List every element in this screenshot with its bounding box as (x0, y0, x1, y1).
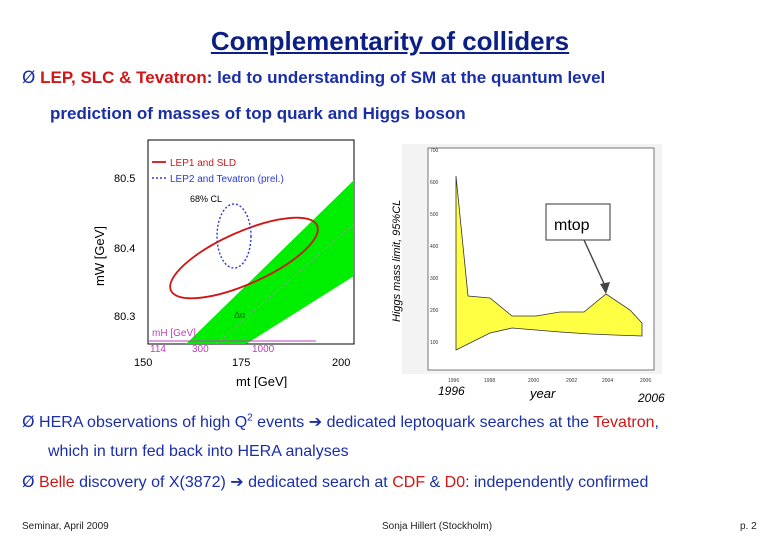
lep1-ellipse (169, 216, 319, 300)
small-ytick-700: 700 (430, 148, 439, 154)
mtop-box (545, 203, 611, 241)
small-ytick-400: 400 (430, 244, 439, 250)
mh-300: 300 (192, 344, 209, 355)
bullet-lep: Ø LEP, SLC & Tevatron: led to understand… (22, 68, 605, 88)
sub-bullet-prediction: prediction of masses of top quark and Hi… (50, 104, 466, 123)
bullet-hera-text4: , (654, 414, 659, 431)
mt-xlabel: mt [GeV] (236, 374, 287, 388)
small-xtick-2000: 2000 (528, 378, 539, 384)
bullet-hera-text2: events (252, 414, 309, 431)
sub-bullet-hera-feedback: which in turn fed back into HERA analyse… (48, 443, 349, 460)
footer-center: Sonja Hillert (Stockholm) (382, 521, 493, 532)
bullet-belle: Ø Belle discovery of X(3872) ➔ dedicated… (22, 472, 648, 492)
higgs-band (455, 175, 643, 351)
small-ytick-200: 200 (430, 308, 439, 314)
q-squared-sup: 2 (247, 412, 253, 424)
belle-highlight: Belle (39, 474, 75, 491)
bullet-hera-text1: HERA observations of high Q (34, 414, 248, 431)
cdf-highlight: CDF (392, 474, 426, 491)
d0-highlight: D0 (444, 474, 466, 491)
footer-page-number: p. 2 (740, 521, 757, 532)
bullet-lep-highlight: LEP, SLC & Tevatron (40, 68, 207, 87)
xtick-150: 150 (134, 357, 152, 369)
small-xtick-1996: 1996 (448, 378, 459, 384)
right-arrow-icon: ➔ (230, 472, 244, 491)
mw-mt-plot: LEP1 and SLD LEP2 and Tevatron (prel.) 6… (86, 136, 362, 388)
bullet-belle-text1: discovery of X(3872) (74, 474, 231, 491)
bullet-marker: Ø (22, 68, 36, 88)
legend2-text: LEP2 and Tevatron (prel.) (170, 174, 284, 185)
band-label: Δα (234, 310, 245, 320)
small-xtick-2002: 2002 (566, 378, 577, 384)
bullet-lep-text: : led to understanding of SM at the quan… (206, 68, 606, 87)
xtick-175: 175 (232, 357, 250, 369)
xtick-2006: 2006 (637, 391, 665, 405)
bullet-hera: Ø HERA observations of high Q2 events ➔ … (22, 412, 659, 432)
xtick-1996: 1996 (438, 384, 465, 398)
xtick-200: 200 (332, 357, 350, 369)
ytick-80-3: 80.3 (114, 311, 135, 323)
bullet-marker: Ø (22, 412, 35, 431)
small-ytick-600: 600 (430, 180, 439, 186)
mh-label: mH [GeV] (152, 328, 196, 339)
ytick-80-5: 80.5 (114, 173, 135, 185)
small-xtick-2004: 2004 (602, 378, 613, 384)
mtop-label: mtop (554, 217, 590, 234)
higgs-ylabel: Higgs mass limit, 95%CL (391, 200, 403, 322)
small-ytick-100: 100 (430, 340, 439, 346)
mw-ylabel: mW [GeV] (92, 226, 107, 286)
mtop-arrow-head (600, 282, 610, 294)
mtop-arrow-line (583, 239, 607, 289)
small-ytick-300: 300 (430, 276, 439, 282)
small-xtick-2006: 2006 (640, 378, 651, 384)
year-xlabel: year (529, 386, 556, 401)
small-xtick-1998: 1998 (484, 378, 495, 384)
bullet-belle-amp: & (425, 474, 445, 491)
bullet-hera-text3: dedicated leptoquark searches at the (322, 414, 594, 431)
mh-114: 114 (150, 344, 166, 355)
legend1-text: LEP1 and SLD (170, 158, 236, 169)
mw-mt-band-line (215, 223, 355, 345)
bullet-belle-text3: : independently confirmed (465, 474, 649, 491)
right-arrow-icon: ➔ (308, 412, 323, 431)
bullet-belle-text2: dedicated search at (243, 474, 393, 491)
slide-title: Complementarity of colliders (210, 26, 570, 56)
tevatron-highlight: Tevatron (593, 414, 655, 431)
footer-left: Seminar, April 2009 (22, 521, 109, 532)
higgs-limit-plot: mtop 700 600 500 400 300 200 100 1996 19… (391, 144, 665, 405)
lep2-ellipse (216, 203, 252, 269)
mh-1000: 1000 (252, 344, 275, 355)
cl-label: 68% CL (190, 194, 222, 204)
bullet-marker: Ø (22, 472, 35, 491)
ytick-80-4: 80.4 (114, 243, 135, 255)
small-ytick-500: 500 (430, 212, 439, 218)
